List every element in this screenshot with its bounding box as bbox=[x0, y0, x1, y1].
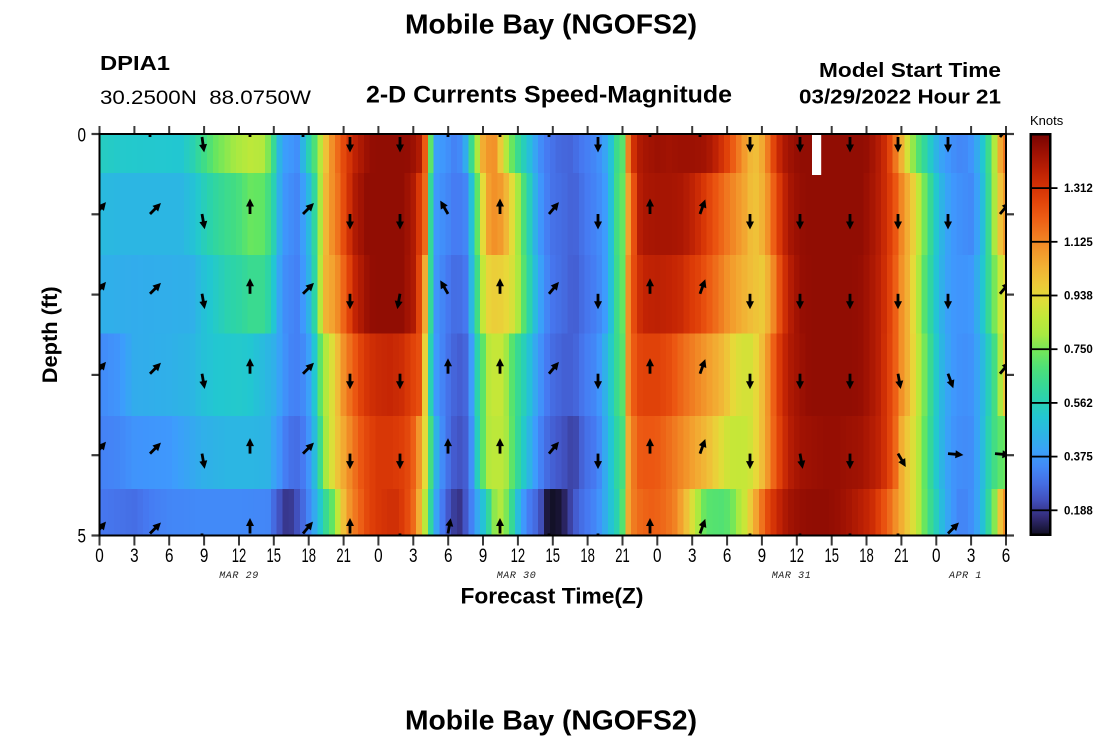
svg-text:MAR 31: MAR 31 bbox=[772, 571, 812, 582]
svg-text:1.312: 1.312 bbox=[1064, 183, 1093, 195]
svg-text:Knots: Knots bbox=[1030, 113, 1064, 128]
svg-text:9: 9 bbox=[479, 546, 488, 567]
svg-text:6: 6 bbox=[723, 546, 732, 567]
svg-text:3: 3 bbox=[409, 546, 418, 567]
svg-text:6: 6 bbox=[444, 546, 453, 567]
svg-text:0.562: 0.562 bbox=[1064, 398, 1093, 410]
svg-text:Mobile Bay (NGOFS2): Mobile Bay (NGOFS2) bbox=[405, 705, 697, 736]
svg-text:18: 18 bbox=[580, 546, 595, 567]
svg-text:Mobile Bay (NGOFS2): Mobile Bay (NGOFS2) bbox=[405, 9, 697, 40]
svg-text:0: 0 bbox=[374, 546, 383, 567]
svg-text:15: 15 bbox=[824, 546, 839, 567]
svg-text:MAR 29: MAR 29 bbox=[219, 571, 259, 582]
svg-text:DPIA1: DPIA1 bbox=[100, 53, 170, 75]
svg-text:1.125: 1.125 bbox=[1064, 237, 1093, 249]
svg-text:Model Start Time: Model Start Time bbox=[819, 60, 1001, 82]
svg-text:03/29/2022 Hour 21: 03/29/2022 Hour 21 bbox=[799, 87, 1001, 109]
svg-text:12: 12 bbox=[511, 546, 526, 567]
svg-text:5: 5 bbox=[78, 527, 87, 548]
svg-text:15: 15 bbox=[267, 546, 282, 567]
svg-text:18: 18 bbox=[859, 546, 874, 567]
svg-text:0.188: 0.188 bbox=[1064, 505, 1093, 517]
svg-text:18: 18 bbox=[301, 546, 316, 567]
svg-text:6: 6 bbox=[165, 546, 174, 567]
svg-text:21: 21 bbox=[894, 546, 909, 567]
svg-text:3: 3 bbox=[130, 546, 139, 567]
svg-text:21: 21 bbox=[336, 546, 351, 567]
svg-text:3: 3 bbox=[688, 546, 697, 567]
svg-text:6: 6 bbox=[1002, 546, 1011, 567]
svg-text:21: 21 bbox=[615, 546, 630, 567]
svg-text:0.938: 0.938 bbox=[1064, 291, 1093, 303]
svg-text:15: 15 bbox=[546, 546, 561, 567]
svg-text:0: 0 bbox=[95, 546, 104, 567]
svg-text:12: 12 bbox=[790, 546, 805, 567]
svg-text:0: 0 bbox=[78, 126, 87, 147]
svg-text:0: 0 bbox=[932, 546, 941, 567]
svg-text:0.375: 0.375 bbox=[1064, 452, 1093, 464]
svg-text:0.750: 0.750 bbox=[1064, 344, 1093, 356]
svg-text:MAR 30: MAR 30 bbox=[497, 571, 537, 582]
svg-text:12: 12 bbox=[232, 546, 247, 567]
svg-text:9: 9 bbox=[200, 546, 209, 567]
svg-text:Forecast Time(Z): Forecast Time(Z) bbox=[461, 584, 644, 609]
svg-text:APR 1: APR 1 bbox=[948, 571, 982, 582]
svg-text:2-D Currents Speed-Magnitude: 2-D Currents Speed-Magnitude bbox=[366, 82, 732, 109]
svg-text:30.2500N 88.0750W: 30.2500N 88.0750W bbox=[100, 87, 312, 109]
svg-text:9: 9 bbox=[758, 546, 767, 567]
svg-text:3: 3 bbox=[967, 546, 976, 567]
svg-text:0: 0 bbox=[653, 546, 662, 567]
svg-text:Depth (ft): Depth (ft) bbox=[39, 286, 62, 383]
